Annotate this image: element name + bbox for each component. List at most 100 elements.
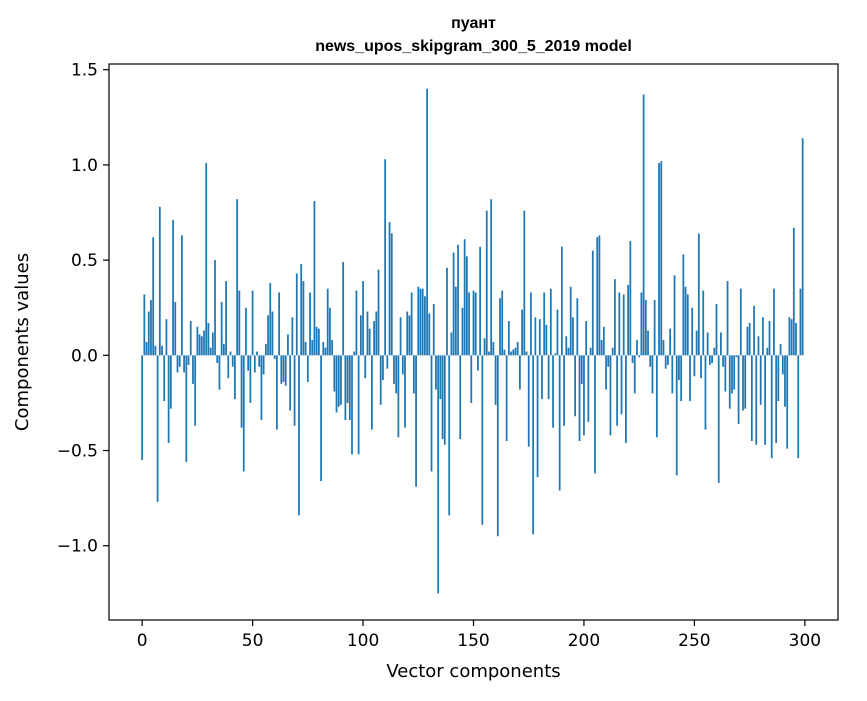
bar-76 xyxy=(309,292,311,356)
bar-190 xyxy=(560,246,563,356)
bar-43 xyxy=(236,199,239,356)
bar-266 xyxy=(728,355,731,409)
bar-38 xyxy=(225,281,227,356)
bar-7 xyxy=(156,355,159,502)
bar-169 xyxy=(514,347,517,356)
bar-74 xyxy=(304,342,307,356)
bar-67 xyxy=(289,355,292,411)
bar-165 xyxy=(505,355,508,442)
bar-136 xyxy=(441,355,444,440)
bar-14 xyxy=(172,220,174,356)
bar-284 xyxy=(768,321,771,356)
bar-23 xyxy=(192,355,194,384)
bar-290 xyxy=(781,355,784,375)
bar-203 xyxy=(589,347,592,356)
bar-277 xyxy=(753,305,755,356)
bar-253 xyxy=(700,355,702,379)
bar-12 xyxy=(167,355,170,443)
bar-156 xyxy=(485,210,488,356)
y-axis-ticks: −1.0 −0.5 0.0 0.5 1.0 1.5 xyxy=(57,61,109,557)
bar-82 xyxy=(322,342,325,356)
bar-72 xyxy=(300,263,303,356)
bar-271 xyxy=(739,288,742,356)
bar-9 xyxy=(161,345,163,356)
bar-22 xyxy=(189,321,192,356)
bar-172 xyxy=(521,309,523,356)
bar-293 xyxy=(788,317,791,356)
bar-27 xyxy=(200,336,203,356)
bar-68 xyxy=(291,317,294,356)
bar-17 xyxy=(178,355,181,367)
bar-138 xyxy=(446,267,448,356)
bar-249 xyxy=(691,307,694,356)
bar-223 xyxy=(633,355,636,394)
bar-175 xyxy=(527,355,530,447)
bar-217 xyxy=(620,355,623,415)
bar-8 xyxy=(158,206,161,356)
bar-25 xyxy=(196,326,199,356)
bar-208 xyxy=(600,340,603,356)
bar-146 xyxy=(463,239,466,356)
bar-21 xyxy=(187,355,190,365)
bar-188 xyxy=(556,309,559,356)
bar-24 xyxy=(194,355,197,426)
bar-237 xyxy=(664,355,667,369)
bar-140 xyxy=(450,332,453,356)
bar-144 xyxy=(459,355,462,440)
bar-215 xyxy=(616,355,618,426)
bar-298 xyxy=(799,288,802,356)
bar-162 xyxy=(499,298,501,356)
bar-198 xyxy=(578,355,581,442)
bar-197 xyxy=(576,298,579,356)
bar-213 xyxy=(611,347,614,356)
bar-118 xyxy=(401,355,404,375)
bar-247 xyxy=(686,294,689,356)
bar-160 xyxy=(494,355,497,405)
bar-264 xyxy=(724,355,727,392)
bar-69 xyxy=(293,355,296,426)
bar-5 xyxy=(152,237,155,356)
bar-219 xyxy=(625,355,627,443)
bar-53 xyxy=(258,355,261,367)
y-axis-label: Components values xyxy=(12,253,33,431)
bar-37 xyxy=(222,343,225,356)
bar-210 xyxy=(605,355,607,390)
bar-70 xyxy=(295,273,298,356)
bar-135 xyxy=(439,355,442,400)
bar-283 xyxy=(766,347,769,356)
bar-98 xyxy=(357,355,360,455)
bar-90 xyxy=(340,355,342,405)
bar-222 xyxy=(631,355,634,363)
x-tick-label: 50 xyxy=(242,631,264,651)
bar-95 xyxy=(351,355,353,455)
bar-182 xyxy=(543,292,546,356)
bar-248 xyxy=(689,355,691,402)
bar-15 xyxy=(174,302,177,356)
bar-234 xyxy=(658,163,660,356)
bar-130 xyxy=(428,313,431,356)
bar-286 xyxy=(773,288,775,356)
bar-54 xyxy=(260,355,263,421)
bar-92 xyxy=(344,355,347,421)
bar-178 xyxy=(534,317,537,356)
bar-244 xyxy=(680,355,683,402)
bar-83 xyxy=(324,347,327,356)
bar-117 xyxy=(399,317,402,356)
bar-134 xyxy=(437,355,440,594)
bar-80 xyxy=(317,328,320,356)
bar-147 xyxy=(465,256,468,356)
bar-224 xyxy=(636,340,638,356)
bar-243 xyxy=(678,355,680,381)
bar-157 xyxy=(488,351,490,356)
bar-115 xyxy=(395,355,398,394)
bar-45 xyxy=(240,355,243,428)
bar-81 xyxy=(320,355,322,481)
bar-6 xyxy=(154,345,157,356)
bar-185 xyxy=(549,288,552,356)
bar-120 xyxy=(406,311,409,356)
bar-79 xyxy=(315,326,318,356)
bar-57 xyxy=(267,315,269,356)
x-tick-label: 300 xyxy=(789,631,821,651)
